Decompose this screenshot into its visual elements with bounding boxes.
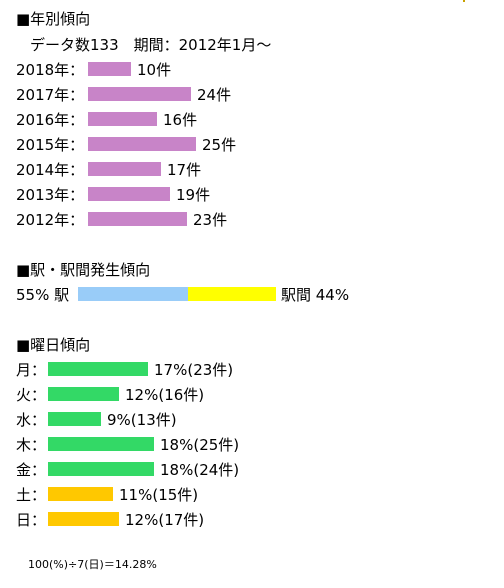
weekend-bar xyxy=(48,512,119,526)
weekday-row-label: 土： xyxy=(16,486,47,504)
station-left-label: 55% 駅 xyxy=(16,286,70,304)
yearly-bar xyxy=(88,87,191,101)
yearly-value-label: 16件 xyxy=(163,111,198,129)
weekday-heading: ■曜日傾向 xyxy=(16,336,91,354)
weekday-value-label: 18%(24件) xyxy=(160,461,240,479)
yearly-bar xyxy=(88,187,170,201)
yearly-value-label: 19件 xyxy=(176,186,211,204)
yearly-row-label: 2016年： xyxy=(16,111,85,129)
yearly-bar xyxy=(88,62,131,76)
weekday-row-label: 月： xyxy=(16,361,47,379)
yearly-row-label: 2013年： xyxy=(16,186,85,204)
yearly-row-label: 2014年： xyxy=(16,161,85,179)
yearly-row-label: 2015年： xyxy=(16,136,85,154)
yearly-bar xyxy=(88,162,161,176)
weekday-row-label: 日： xyxy=(16,511,47,529)
yearly-value-label: 17件 xyxy=(167,161,202,179)
weekday-row-label: 火： xyxy=(16,386,47,404)
yearly-row-label: 2017年： xyxy=(16,86,85,104)
weekday-value-label: 11%(15件) xyxy=(119,486,199,504)
weekday-row-label: 金： xyxy=(16,461,47,479)
corner-mark xyxy=(463,0,465,2)
yearly-value-label: 25件 xyxy=(202,136,237,154)
weekday-row-label: 木： xyxy=(16,436,47,454)
weekend-bar xyxy=(48,487,113,501)
weekday-value-label: 12%(16件) xyxy=(125,386,205,404)
weekday-value-label: 18%(25件) xyxy=(160,436,240,454)
weekday-value-label: 17%(23件) xyxy=(154,361,234,379)
weekday-value-label: 12%(17件) xyxy=(125,511,205,529)
yearly-value-label: 10件 xyxy=(137,61,172,79)
station-right-label: 駅間 44% xyxy=(281,286,350,304)
weekday-bar xyxy=(48,362,148,376)
yearly-value-label: 24件 xyxy=(197,86,232,104)
station-bar xyxy=(78,287,188,301)
yearly-row-label: 2012年： xyxy=(16,211,85,229)
yearly-bar xyxy=(88,212,187,226)
yearly-bar xyxy=(88,112,157,126)
between-station-bar xyxy=(188,287,276,301)
yearly-summary: データ数133 期間：2012年1月〜 xyxy=(30,36,272,54)
yearly-row-label: 2018年： xyxy=(16,61,85,79)
weekday-bar xyxy=(48,387,119,401)
station-heading: ■駅・駅間発生傾向 xyxy=(16,261,151,279)
yearly-heading: ■年別傾向 xyxy=(16,10,91,28)
weekday-row-label: 水： xyxy=(16,411,47,429)
weekday-bar xyxy=(48,412,101,426)
weekday-footnote: 100(%)÷7(日)＝14.28% xyxy=(28,558,157,571)
yearly-value-label: 23件 xyxy=(193,211,228,229)
weekday-bar xyxy=(48,437,154,451)
yearly-bar xyxy=(88,137,196,151)
weekday-bar xyxy=(48,462,154,476)
weekday-value-label: 9%(13件) xyxy=(107,411,177,429)
